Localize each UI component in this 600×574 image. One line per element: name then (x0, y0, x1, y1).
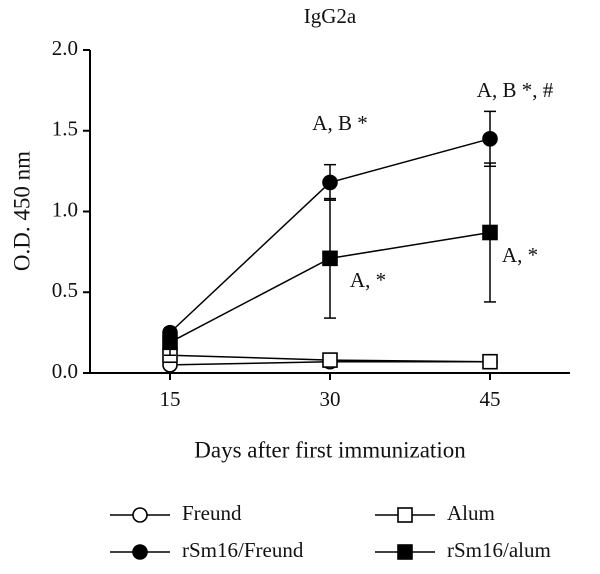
y-axis-label: O.D. 450 nm (9, 151, 34, 271)
legend-label: Alum (447, 501, 495, 525)
data-point (162, 334, 178, 351)
data-point (482, 353, 498, 370)
annotation: A, * (502, 243, 538, 267)
legend-marker (132, 544, 148, 560)
legend-label: Freund (182, 501, 242, 525)
x-tick-label: 30 (320, 387, 341, 411)
annotation: A, B * (312, 111, 367, 135)
x-axis-label: Days after first immunization (194, 437, 466, 462)
y-tick-label: 1.0 (52, 197, 78, 221)
legend-label: rSm16/alum (447, 538, 551, 562)
y-tick-label: 0.0 (52, 359, 78, 383)
data-point (482, 224, 498, 241)
legend-marker (397, 544, 413, 560)
chart-title: IgG2a (304, 4, 357, 28)
y-tick-label: 2.0 (52, 36, 78, 60)
y-tick-label: 0.5 (52, 278, 78, 302)
data-point (322, 250, 338, 267)
data-point (322, 352, 338, 368)
legend-marker (132, 507, 148, 523)
legend-marker (397, 507, 413, 523)
x-tick-label: 45 (480, 387, 501, 411)
data-point (482, 131, 498, 147)
data-point (322, 174, 338, 191)
legend-label: rSm16/Freund (182, 538, 304, 562)
annotation: A, * (350, 268, 386, 292)
x-tick-label: 15 (160, 387, 181, 411)
annotation: A, B *, # (477, 78, 554, 102)
y-tick-label: 1.5 (52, 117, 78, 141)
